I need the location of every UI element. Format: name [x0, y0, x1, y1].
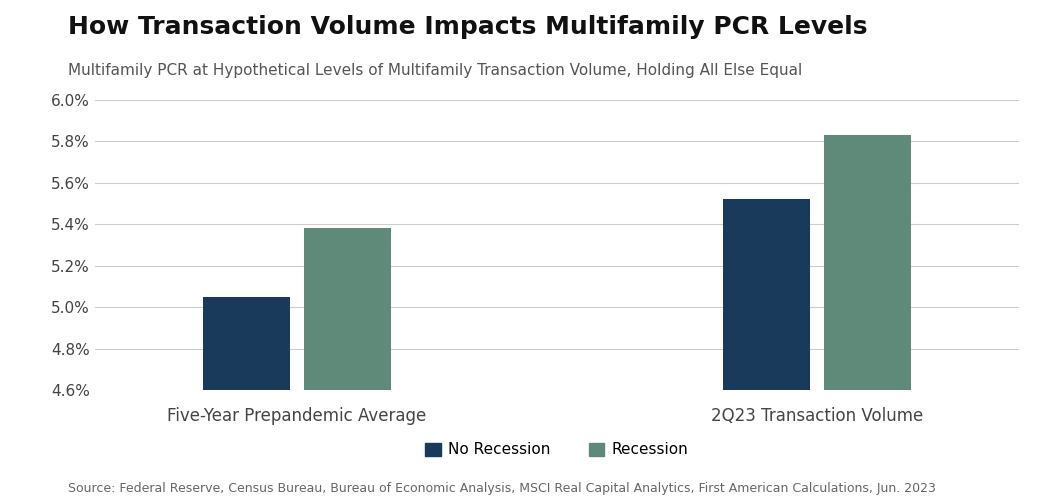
Legend: No Recession, Recession: No Recession, Recession [419, 436, 695, 464]
Text: Source: Federal Reserve, Census Bureau, Bureau of Economic Analysis, MSCI Real C: Source: Federal Reserve, Census Bureau, … [68, 482, 936, 495]
Bar [723, 200, 810, 390]
Bar [824, 135, 911, 390]
Text: How Transaction Volume Impacts Multifamily PCR Levels: How Transaction Volume Impacts Multifami… [68, 15, 868, 39]
Bar [304, 228, 391, 390]
Bar [203, 297, 290, 390]
Text: Multifamily PCR at Hypothetical Levels of Multifamily Transaction Volume, Holdin: Multifamily PCR at Hypothetical Levels o… [68, 62, 803, 78]
